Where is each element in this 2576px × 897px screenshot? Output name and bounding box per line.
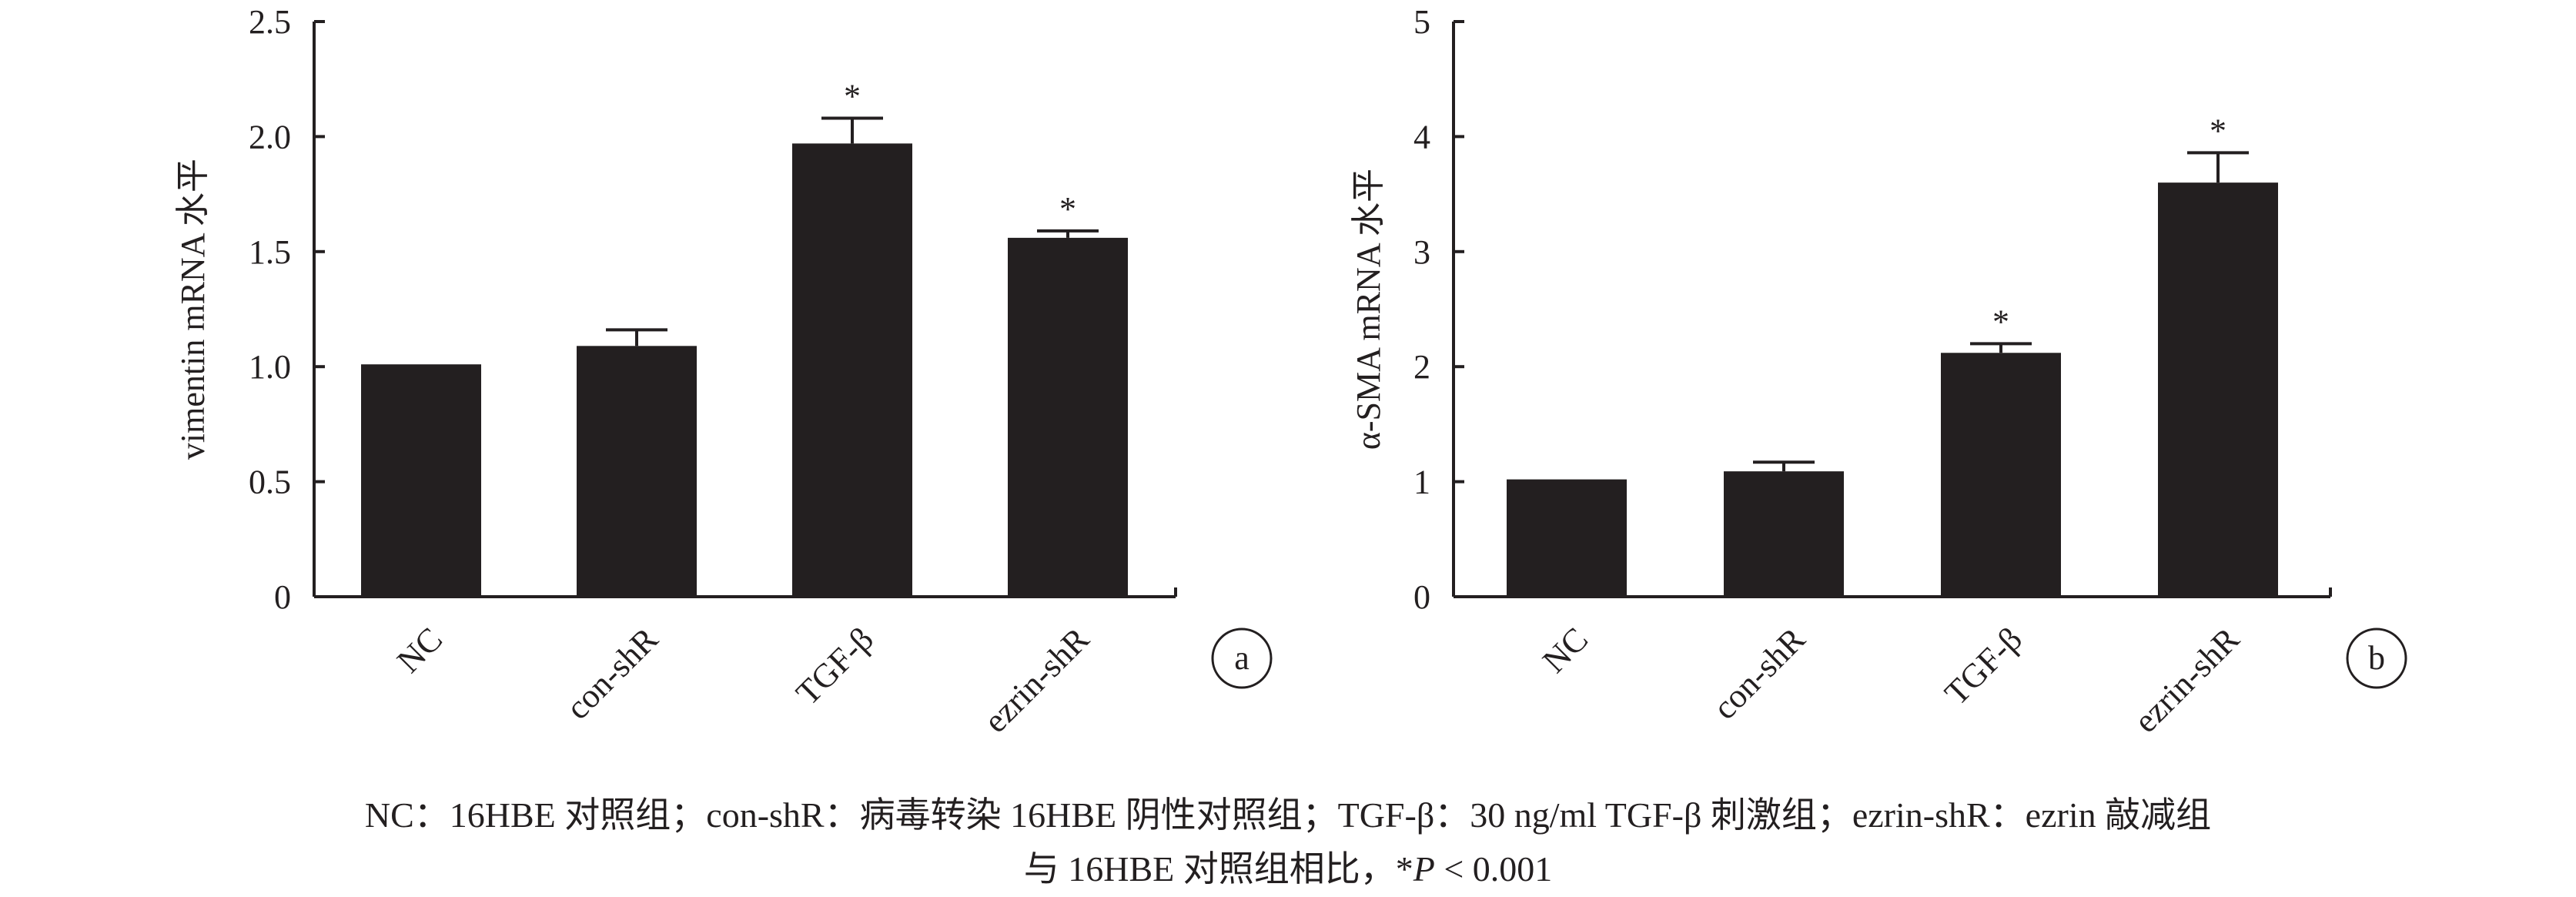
y-tick-label: 0.5 — [249, 464, 291, 501]
y-tick-label: 2.0 — [249, 118, 291, 156]
y-tick-label: 3 — [1413, 233, 1430, 271]
figure: 0 0.5 1.0 1.5 2.0 2.5 vimentin mRNA 水平 NC con-sh… — [174, 3, 2407, 740]
panel-a-vimentin: 0 0.5 1.0 1.5 2.0 2.5 vimentin mRNA 水平 NC con-sh… — [174, 3, 1273, 740]
category-label: ezrin-shR — [976, 620, 1096, 740]
panel-label-circle — [2346, 628, 2407, 689]
caption-significance-suffix: < 0.001 — [1434, 849, 1553, 889]
category-label: TGF-β — [788, 620, 881, 712]
significance-marker: * — [2210, 112, 2226, 149]
bar — [1008, 237, 1128, 597]
panel-b-alpha-sma: 0 1 2 3 4 5 α-SMA mRNA 水平 NC con-shR * TGF-β * ezrin… — [1350, 3, 2407, 740]
bar — [361, 364, 481, 597]
y-tick-label: 1.0 — [249, 348, 291, 386]
caption-p-symbol: P — [1413, 849, 1435, 889]
bar — [792, 143, 912, 597]
bar — [2158, 182, 2278, 597]
significance-marker: * — [1059, 190, 1076, 228]
bar — [1941, 353, 2061, 597]
y-tick-label: 2 — [1413, 348, 1430, 386]
category-label: ezrin-shR — [2126, 620, 2246, 740]
panel-label: b — [2368, 639, 2385, 677]
caption-significance-prefix: 与 16HBE 对照组相比，* — [1023, 849, 1413, 889]
y-tick-label: 1.5 — [249, 233, 291, 271]
category-label: TGF-β — [1937, 620, 2029, 712]
bar — [1507, 479, 1627, 597]
y-tick-label: 1 — [1413, 464, 1430, 501]
y-tick-label: 2.5 — [249, 3, 291, 41]
y-tick-label: 4 — [1413, 118, 1430, 156]
significance-marker: * — [844, 77, 861, 115]
y-tick-label: 0 — [1413, 578, 1430, 616]
y-axis-label: α-SMA mRNA 水平 — [1350, 169, 1387, 450]
significance-marker: * — [1992, 303, 2009, 340]
y-axis-label: vimentin mRNA 水平 — [174, 159, 212, 460]
panel-label: a — [1234, 639, 1250, 677]
category-label: NC — [390, 620, 450, 680]
bar — [1724, 471, 1844, 597]
caption-significance-line: 与 16HBE 对照组相比，*P < 0.001 — [0, 841, 2576, 892]
y-tick-label: 0 — [274, 578, 291, 616]
caption-legend-line: NC：16HBE 对照组；con-shR：病毒转染 16HBE 阴性对照组；TG… — [364, 795, 2212, 835]
y-tick-label: 5 — [1413, 3, 1430, 41]
panel-label-circle — [1211, 628, 1273, 689]
category-label: NC — [1535, 620, 1595, 680]
bar — [577, 346, 697, 597]
category-label: con-shR — [559, 620, 666, 727]
category-label: con-shR — [1706, 620, 1813, 727]
